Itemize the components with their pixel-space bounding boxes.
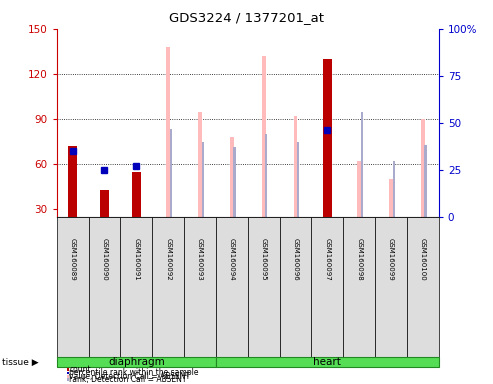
Bar xyxy=(322,59,332,217)
Bar xyxy=(421,119,425,217)
Text: tissue ▶: tissue ▶ xyxy=(2,358,39,366)
Bar xyxy=(57,217,89,357)
Bar xyxy=(361,112,363,217)
Bar xyxy=(233,147,236,217)
Bar xyxy=(297,142,299,217)
Bar xyxy=(343,217,375,357)
Bar xyxy=(170,129,172,217)
Bar xyxy=(230,137,234,217)
Bar xyxy=(293,116,297,217)
Bar xyxy=(329,131,331,217)
Bar xyxy=(262,56,266,217)
Text: GSM160094: GSM160094 xyxy=(229,238,235,281)
Bar xyxy=(198,112,202,217)
Bar xyxy=(392,161,395,217)
Text: GSM160096: GSM160096 xyxy=(292,238,298,281)
Bar xyxy=(407,217,439,357)
Text: GSM160090: GSM160090 xyxy=(102,238,107,281)
Bar xyxy=(89,217,120,357)
Bar xyxy=(57,357,216,367)
Bar xyxy=(216,357,439,367)
Bar xyxy=(216,217,247,357)
Text: value, Detection Call = ABSENT: value, Detection Call = ABSENT xyxy=(70,372,190,381)
Text: GSM160095: GSM160095 xyxy=(261,238,267,281)
Bar xyxy=(68,146,77,217)
Bar xyxy=(166,47,170,217)
Text: rank, Detection Call = ABSENT: rank, Detection Call = ABSENT xyxy=(70,375,187,384)
Bar xyxy=(280,217,312,357)
Bar xyxy=(120,217,152,357)
Bar xyxy=(357,161,361,217)
Text: GSM160099: GSM160099 xyxy=(388,238,394,281)
Bar xyxy=(184,217,216,357)
Text: GSM160089: GSM160089 xyxy=(70,238,75,281)
Text: GDS3224 / 1377201_at: GDS3224 / 1377201_at xyxy=(169,12,324,25)
Bar xyxy=(375,217,407,357)
Text: GSM160092: GSM160092 xyxy=(165,238,171,281)
Bar xyxy=(247,217,280,357)
Bar xyxy=(202,142,204,217)
Bar xyxy=(265,134,268,217)
Bar xyxy=(100,190,109,217)
Bar xyxy=(152,217,184,357)
Bar xyxy=(132,172,141,217)
Bar xyxy=(424,146,426,217)
Text: count: count xyxy=(70,365,91,374)
Text: GSM160097: GSM160097 xyxy=(324,238,330,281)
Text: GSM160093: GSM160093 xyxy=(197,238,203,281)
Bar xyxy=(312,217,343,357)
Bar xyxy=(389,179,393,217)
Text: diaphragm: diaphragm xyxy=(108,357,165,367)
Text: GSM160098: GSM160098 xyxy=(356,238,362,281)
Text: GSM160091: GSM160091 xyxy=(133,238,140,281)
Text: GSM160100: GSM160100 xyxy=(420,238,426,281)
Text: heart: heart xyxy=(314,357,341,367)
Text: percentile rank within the sample: percentile rank within the sample xyxy=(70,368,199,377)
